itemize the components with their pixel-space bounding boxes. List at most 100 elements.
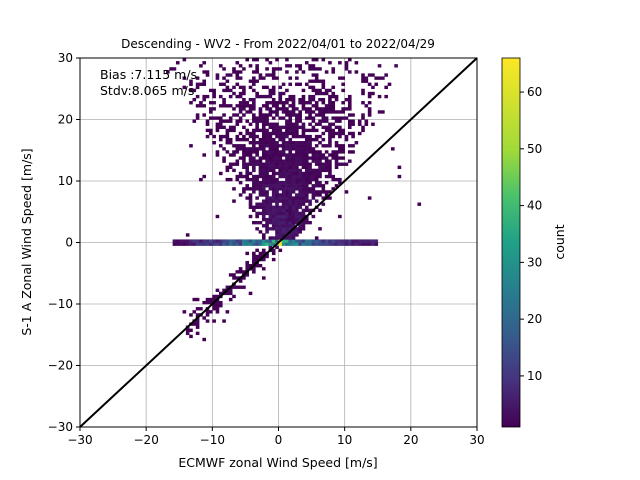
heatmap-cell — [248, 107, 253, 111]
heatmap-cell — [179, 242, 183, 246]
heatmap-cell — [304, 190, 309, 194]
heatmap-cell — [271, 70, 276, 74]
heatmap-cell — [324, 239, 329, 243]
heatmap-cell — [268, 202, 273, 206]
heatmap-cell — [295, 227, 299, 231]
heatmap-cell — [252, 260, 256, 265]
heatmap-cell — [275, 113, 279, 117]
heatmap-cell — [311, 128, 316, 133]
heatmap-cell — [218, 64, 223, 68]
heatmap-cell — [195, 82, 200, 86]
heatmap-cell — [321, 101, 326, 105]
heatmap-cell — [238, 137, 243, 142]
heatmap-cell — [321, 58, 326, 62]
heatmap-cell — [334, 239, 339, 243]
heatmap-cell — [185, 239, 190, 243]
heatmap-cell — [278, 171, 283, 176]
heatmap-cell — [281, 208, 286, 213]
heatmap-cell — [242, 162, 246, 166]
colorbar-tick-label: 50 — [527, 142, 542, 156]
heatmap-cell — [252, 208, 256, 213]
heatmap-cell — [361, 239, 365, 243]
heatmap-cell — [354, 242, 359, 246]
heatmap-cell — [328, 196, 332, 200]
heatmap-cell — [265, 101, 269, 105]
heatmap-cell — [278, 165, 283, 169]
heatmap-cell — [291, 171, 296, 176]
heatmap-cell — [261, 153, 266, 157]
heatmap-cell — [242, 144, 246, 148]
heatmap-cell — [361, 79, 365, 83]
heatmap-cell — [271, 214, 276, 219]
heatmap-cell — [265, 73, 269, 77]
heatmap-cell — [271, 137, 276, 142]
heatmap-cell — [288, 199, 293, 203]
heatmap-cell — [311, 79, 316, 83]
heatmap-cell — [261, 122, 266, 126]
heatmap-cell — [291, 196, 296, 200]
heatmap-cell — [321, 119, 326, 123]
heatmap-cell — [295, 217, 299, 222]
heatmap-cell — [338, 242, 342, 246]
heatmap-cell — [314, 73, 319, 77]
heatmap-cell — [314, 193, 319, 197]
heatmap-cell — [304, 134, 309, 139]
heatmap-cell — [301, 239, 306, 243]
heatmap-cell — [288, 64, 293, 68]
heatmap-cell — [295, 174, 299, 179]
heatmap-cell — [347, 125, 352, 130]
heatmap-cell — [278, 91, 283, 96]
heatmap-cell — [255, 239, 259, 243]
x-tick-label: −10 — [200, 433, 225, 447]
heatmap-cell — [295, 128, 299, 133]
heatmap-cell — [215, 304, 220, 308]
heatmap-cell — [192, 119, 197, 123]
heatmap-cell — [248, 205, 253, 209]
heatmap-cell — [271, 159, 276, 163]
heatmap-cell — [338, 110, 342, 114]
heatmap-cell — [308, 107, 312, 111]
heatmap-cell — [245, 196, 250, 200]
heatmap-cell — [238, 267, 243, 271]
heatmap-cell — [321, 168, 326, 173]
heatmap-cell — [265, 254, 269, 259]
heatmap-cell — [347, 113, 352, 117]
heatmap-cell — [242, 91, 246, 96]
heatmap-cell — [238, 116, 243, 120]
heatmap-cell — [357, 239, 362, 243]
heatmap-cell — [185, 242, 190, 246]
heatmap-cell — [291, 113, 296, 117]
heatmap-cell — [258, 205, 263, 209]
heatmap-cell — [252, 177, 256, 182]
heatmap-cell — [295, 165, 299, 169]
heatmap-cell — [291, 147, 296, 151]
heatmap-cell — [228, 141, 233, 145]
heatmap-cell — [252, 107, 256, 111]
heatmap-cell — [218, 134, 223, 139]
heatmap-cell — [341, 101, 345, 105]
heatmap-cell — [258, 171, 263, 176]
heatmap-cell — [301, 122, 306, 126]
heatmap-cell — [301, 208, 306, 213]
heatmap-cell — [281, 190, 286, 194]
heatmap-cell — [318, 184, 322, 188]
heatmap-cell — [347, 94, 352, 99]
heatmap-cell — [314, 79, 319, 83]
heatmap-cell — [304, 181, 309, 185]
heatmap-cell — [215, 239, 220, 243]
heatmap-cell — [311, 110, 316, 114]
heatmap-cell — [304, 159, 309, 163]
heatmap-cell — [354, 70, 359, 74]
heatmap-cell — [281, 196, 286, 200]
heatmap-cell — [328, 159, 332, 163]
heatmap-cell — [288, 239, 293, 243]
heatmap-cell — [268, 131, 273, 136]
heatmap-cell — [232, 128, 236, 133]
heatmap-cell — [314, 137, 319, 142]
heatmap-cell — [192, 239, 197, 243]
heatmap-cell — [232, 276, 236, 280]
heatmap-cell — [238, 181, 243, 185]
heatmap-cell — [314, 159, 319, 163]
heatmap-cell — [311, 153, 316, 157]
heatmap-cell — [298, 113, 302, 117]
